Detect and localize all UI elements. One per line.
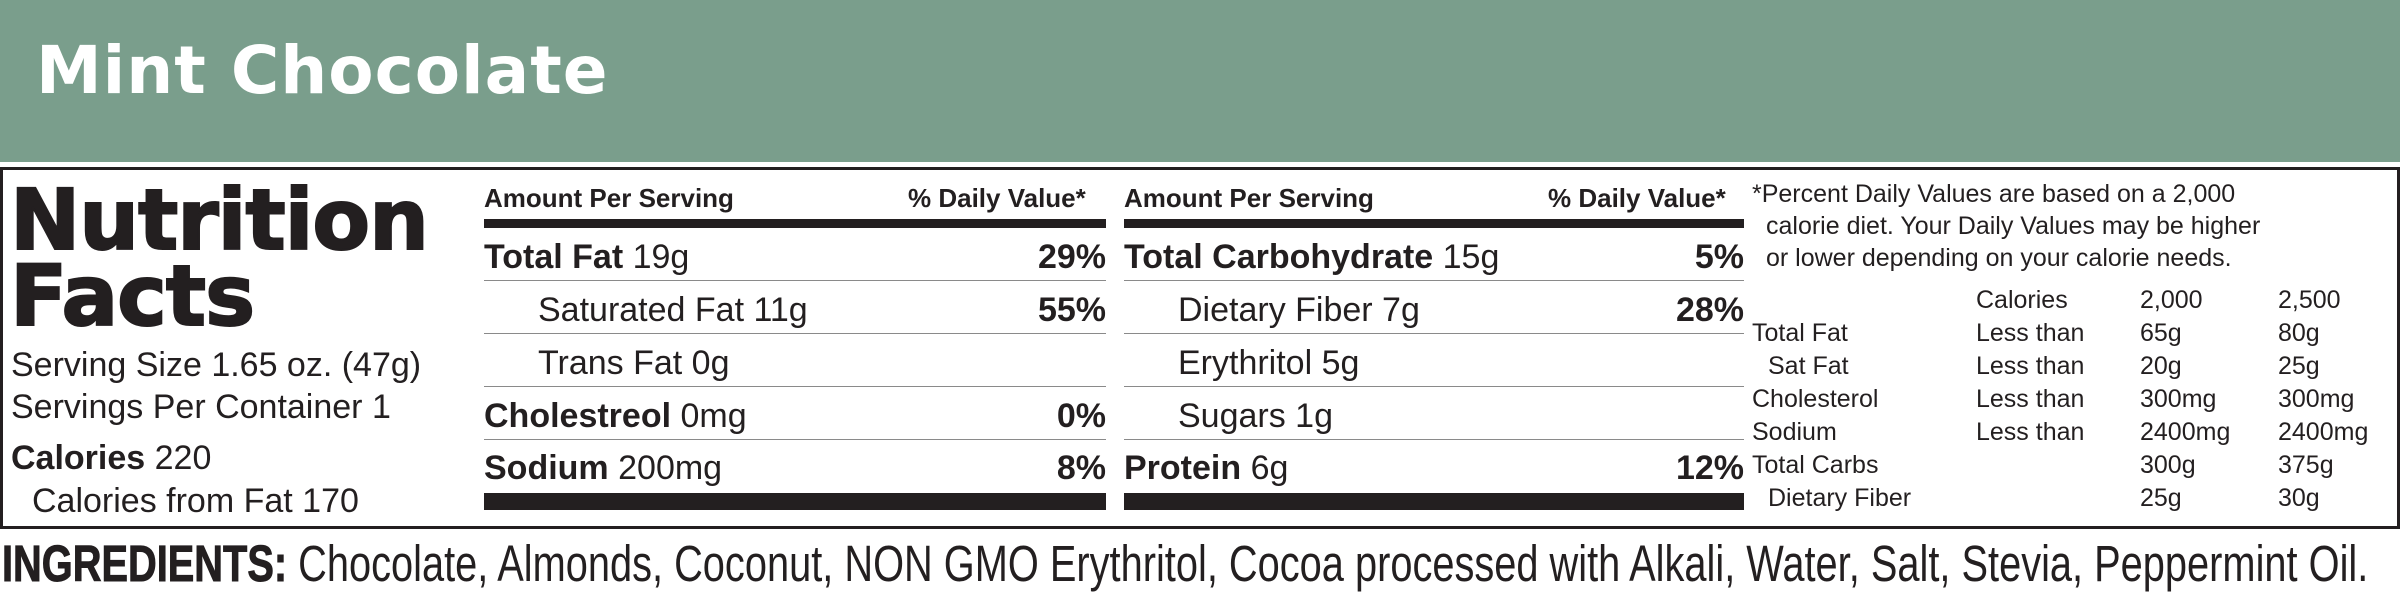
right-bottom-bar <box>1124 493 1744 510</box>
row-label: Saturated Fat 11g <box>538 291 808 329</box>
dv-row-qualifier: Less than <box>1976 352 2085 380</box>
row-dv: 12% <box>1675 449 1744 487</box>
servings-per-container: Servings Per Container 1 <box>11 388 391 426</box>
dv-row-2500: 30g <box>2278 484 2320 512</box>
left-row-saturated-fat: Saturated Fat 11g 55% <box>484 282 1106 334</box>
row-dv: 28% <box>1675 291 1744 329</box>
dv-row-2000: 2400mg <box>2140 418 2231 446</box>
calories-from-fat: Calories from Fat 170 <box>32 482 359 520</box>
calories-value: 220 <box>154 439 212 477</box>
dv-row-2000: 65g <box>2140 319 2182 347</box>
left-row-total-fat: Total Fat 19g 29% <box>484 229 1106 281</box>
ingredients-text: Chocolate, Almonds, Coconut, NON GMO Ery… <box>298 535 2369 592</box>
right-amount-header: Amount Per Serving <box>1124 183 1374 213</box>
row-label: Sugars 1g <box>1178 397 1333 435</box>
row-dv: 5% <box>1694 238 1744 276</box>
right-row-protein: Protein 6g 12% <box>1124 440 1744 492</box>
left-dv-header: % Daily Value* <box>908 183 1086 213</box>
dv-row-2000: 20g <box>2140 352 2182 380</box>
dv-row-2000: 25g <box>2140 484 2182 512</box>
row-label: Trans Fat 0g <box>538 344 730 382</box>
dv-row-label: Cholesterol <box>1752 385 1879 413</box>
row-dv: 8% <box>1056 449 1106 487</box>
dv-row-label: Dietary Fiber <box>1768 484 1912 512</box>
left-top-bar <box>484 219 1106 228</box>
row-dv: 0% <box>1056 397 1106 435</box>
footnote-line-2: calorie diet. Your Daily Values may be h… <box>1766 212 2261 240</box>
right-row-erythritol: Erythritol 5g <box>1124 335 1744 387</box>
right-row-sugars: Sugars 1g <box>1124 388 1744 440</box>
left-bottom-bar <box>484 493 1106 510</box>
row-label: Dietary Fiber 7g <box>1178 291 1420 329</box>
left-row-cholesterol: Cholestreol 0mg 0% <box>484 388 1106 440</box>
left-amount-header: Amount Per Serving <box>484 183 734 213</box>
dv-row-2500: 80g <box>2278 319 2320 347</box>
serving-size: Serving Size 1.65 oz. (47g) <box>11 346 422 384</box>
dv-row-qualifier: Less than <box>1976 418 2085 446</box>
row-label: Erythritol 5g <box>1178 344 1360 382</box>
dv-row-2000: 300g <box>2140 451 2196 479</box>
right-row-total-carbohydrate: Total Carbohydrate 15g 5% <box>1124 229 1744 281</box>
dv-header-calories: Calories <box>1976 286 2068 314</box>
dv-row-label: Total Fat <box>1752 319 1848 347</box>
row-dv: 55% <box>1037 291 1106 329</box>
right-row-dietary-fiber: Dietary Fiber 7g 28% <box>1124 282 1744 334</box>
dv-header-2000: 2,000 <box>2140 286 2203 314</box>
row-label: Protein 6g <box>1124 449 1289 487</box>
footnote-line-3: or lower depending on your calorie needs… <box>1766 244 2232 272</box>
dv-row-2000: 300mg <box>2140 385 2217 413</box>
ingredients-label: INGREDIENTS: <box>2 535 288 593</box>
dv-header-2500: 2,500 <box>2278 286 2341 314</box>
dv-row-2500: 25g <box>2278 352 2320 380</box>
dv-row-label: Sodium <box>1752 418 1837 446</box>
daily-value-footnote: *Percent Daily Values are based on a 2,0… <box>1752 178 2260 274</box>
heading-line-2: Facts <box>9 247 256 345</box>
dv-row-2500: 300mg <box>2278 385 2355 413</box>
left-row-trans-fat: Trans Fat 0g <box>484 335 1106 387</box>
nutrition-facts-heading: Nutrition Facts <box>9 171 430 345</box>
row-label: Cholestreol 0mg <box>484 397 747 435</box>
dv-row-2500: 375g <box>2278 451 2334 479</box>
dv-row-qualifier: Less than <box>1976 385 2085 413</box>
calories-line: Calories 220 <box>11 439 211 478</box>
calories-label: Calories <box>11 439 146 477</box>
product-banner: Mint Chocolate <box>0 0 2400 162</box>
right-dv-header: % Daily Value* <box>1548 183 1726 213</box>
dv-row-label: Sat Fat <box>1768 352 1849 380</box>
row-label: Sodium 200mg <box>484 449 723 487</box>
product-title: Mint Chocolate <box>36 32 609 109</box>
left-row-sodium: Sodium 200mg 8% <box>484 440 1106 492</box>
heading-line-1: Nutrition <box>9 171 430 269</box>
dv-row-label: Total Carbs <box>1752 451 1879 479</box>
footnote-line-1: *Percent Daily Values are based on a 2,0… <box>1752 180 2236 208</box>
row-label: Total Fat 19g <box>484 238 690 276</box>
ingredients-line: INGREDIENTS: Chocolate, Almonds, Coconut… <box>2 534 2369 593</box>
dv-row-2500: 2400mg <box>2278 418 2369 446</box>
row-label: Total Carbohydrate 15g <box>1124 238 1500 276</box>
dv-row-qualifier: Less than <box>1976 319 2085 347</box>
row-dv: 29% <box>1037 238 1106 276</box>
right-top-bar <box>1124 219 1744 228</box>
